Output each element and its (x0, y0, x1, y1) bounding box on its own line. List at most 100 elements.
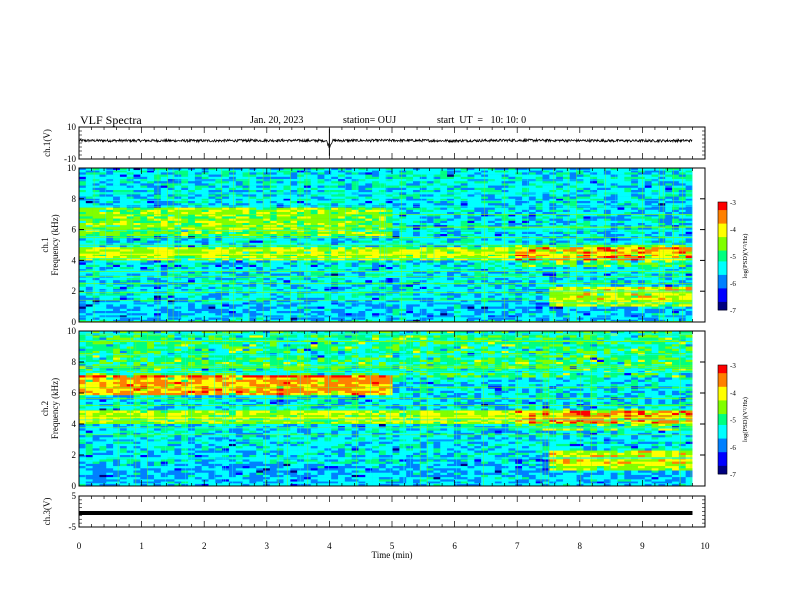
spectrogram-cell (351, 216, 359, 219)
spectrogram-cell (385, 249, 393, 252)
spectrogram-cell (365, 238, 373, 241)
spectrogram-cell (576, 278, 584, 281)
spectrogram-cell (297, 203, 305, 206)
spectrogram-cell (290, 278, 298, 281)
spectrogram-cell (160, 260, 168, 263)
spectrogram-cell (113, 227, 121, 230)
spectrogram-cell (658, 168, 666, 171)
spectrogram-cell (515, 249, 523, 252)
spectrogram-cell (467, 267, 475, 270)
spectrogram-cell (79, 218, 87, 222)
spectrogram-cell (269, 258, 277, 261)
spectrogram-cell (249, 172, 257, 175)
spectrogram-cell (562, 234, 571, 237)
spectrogram-cell (440, 280, 448, 283)
spectrogram-cell (126, 190, 134, 193)
spectrogram-cell (569, 267, 577, 270)
spectrogram-cell (603, 251, 611, 255)
spectrogram-cell (310, 240, 318, 244)
spectrogram-cell (528, 278, 537, 281)
spectrogram-cell (535, 198, 543, 202)
spectrogram-cell (406, 203, 414, 206)
spectrogram-cell (317, 183, 325, 186)
spectrogram-cell (637, 172, 646, 175)
spectrogram-cell (85, 249, 93, 252)
spectrogram-cell (181, 196, 189, 200)
spectrogram-cell (99, 203, 107, 206)
spectrogram-cell (372, 247, 380, 250)
spectrogram-cell (276, 207, 284, 211)
spectrogram-cell (201, 258, 209, 261)
spectrogram-cell (631, 218, 639, 222)
spectrogram-cell (344, 245, 352, 248)
spectrogram-cell (597, 238, 605, 241)
spectrogram-cell (249, 262, 257, 266)
spectrogram-cell (522, 264, 530, 268)
spectrogram-cell (235, 212, 243, 215)
spectrogram-cell (147, 231, 155, 235)
spectrogram-cell (522, 240, 530, 244)
spectrogram-cell (351, 280, 359, 283)
spectrogram-cell (181, 253, 189, 257)
spectrogram-cell (440, 196, 448, 200)
spectrogram-cell (624, 220, 632, 224)
spectrogram-cell (269, 262, 277, 266)
spectrogram-cell (249, 223, 257, 226)
spectrogram-cell (92, 264, 100, 268)
spectrogram-cell (256, 207, 264, 211)
spectrogram-cell (276, 212, 284, 215)
spectrogram-cell (426, 183, 434, 186)
spectrogram-cell (515, 223, 523, 226)
spectrogram-cell (181, 286, 189, 290)
spectrogram-cell (522, 172, 530, 175)
spectrogram-cell (269, 176, 277, 180)
spectrogram-cell (297, 280, 305, 283)
spectrogram-cell (263, 231, 271, 235)
spectrogram-cell (99, 273, 107, 277)
spectrogram-cell (242, 223, 250, 226)
spectrogram-cell (672, 258, 680, 261)
spectrogram-cell (494, 227, 502, 230)
spectrogram-cell (419, 170, 427, 173)
spectrogram-cell (201, 262, 209, 266)
spectrogram-cell (263, 176, 271, 180)
spectrogram-cell (501, 212, 509, 215)
spectrogram-cell (528, 273, 537, 277)
spectrogram-cell (508, 264, 516, 268)
spectrogram-cell (467, 253, 475, 257)
spectrogram-cell (583, 280, 591, 283)
spectrogram-cell (358, 238, 366, 241)
spectrogram-cell (317, 258, 325, 261)
spectrogram-cell (263, 214, 271, 217)
spectrogram-cell (392, 238, 400, 241)
spectrogram-cell (433, 174, 441, 178)
spectrogram-cell (201, 203, 209, 206)
spectrogram-cell (535, 231, 543, 235)
spectrogram-cell (672, 172, 680, 175)
spectrogram-cell (113, 194, 121, 197)
spectrogram-cell (222, 258, 230, 261)
spectrogram-cell (569, 258, 577, 261)
spectrogram-cell (549, 286, 557, 290)
spectrogram-cell (406, 223, 414, 226)
spectrogram-cell (338, 198, 346, 202)
spectrogram-cell (119, 231, 128, 235)
spectrogram-cell (242, 196, 250, 200)
spectrogram-cell (419, 196, 427, 200)
spectrogram-cell (222, 207, 230, 211)
spectrogram-cell (453, 181, 462, 184)
spectrogram-cell (556, 196, 564, 200)
spectrogram-cell (617, 183, 625, 186)
spectrogram-cell (392, 267, 400, 270)
spectrogram-cell (228, 194, 237, 197)
spectrogram-cell (644, 209, 652, 213)
spectrogram-cell (276, 218, 284, 222)
spectrogram-cell (665, 231, 673, 235)
spectrogram-cell (474, 238, 482, 241)
spectrogram-cell (106, 194, 114, 197)
spectrogram-cell (549, 218, 557, 222)
spectrogram-cell (256, 181, 264, 184)
spectrogram-cell (222, 271, 230, 274)
spectrogram-cell (447, 218, 455, 222)
spectrogram-cell (310, 181, 318, 184)
